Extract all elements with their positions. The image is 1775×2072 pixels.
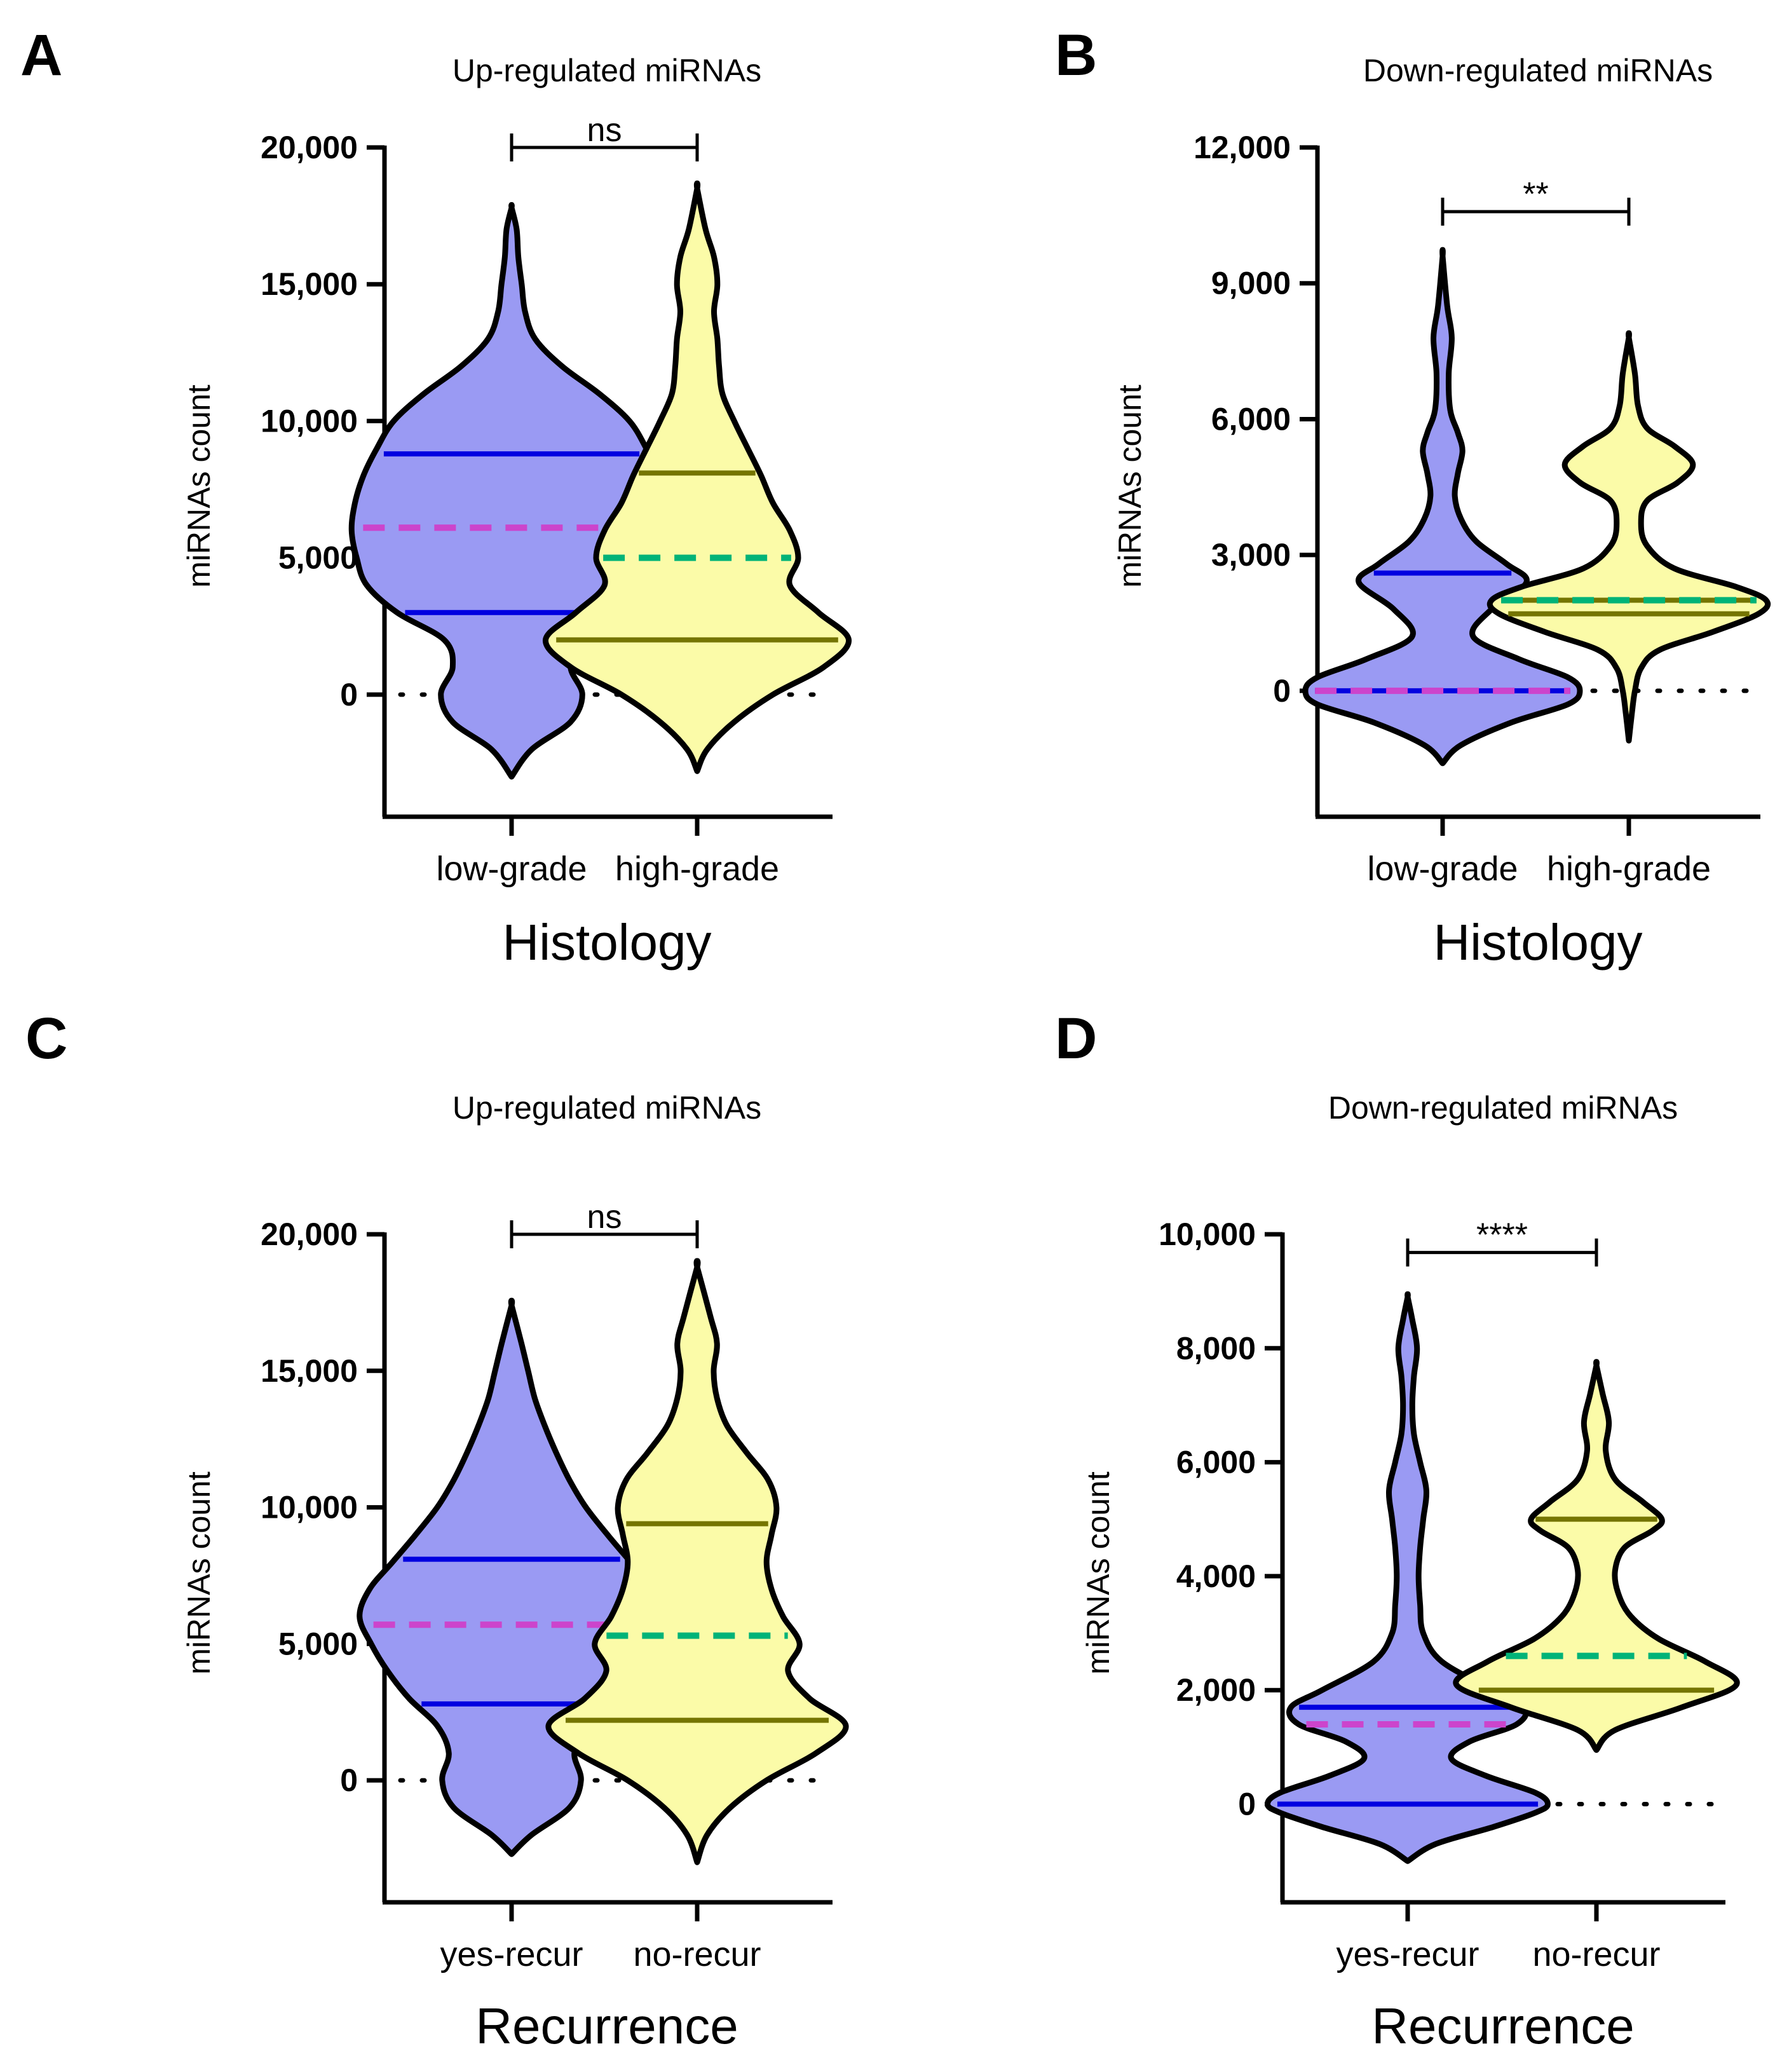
violin-body [545, 1258, 849, 1865]
violin-high-grade [543, 181, 852, 774]
x-axis-title: Histology [1433, 914, 1642, 971]
y-tick-label: 15,000 [261, 266, 358, 302]
y-tick-label: 5,000 [278, 1626, 358, 1661]
significance-bracket [510, 133, 699, 161]
panel-b: B Down-regulated miRNAs 0 3,000 6,000 9,000 12… [1055, 23, 1771, 971]
panel-a: A Up-regulated miRNAs 0 5,000 10,000 15,000 20… [20, 23, 852, 971]
panel-letter: D [1055, 1006, 1097, 1071]
y-tick-label: 10,000 [261, 1490, 358, 1525]
x-axis-title: Histology [502, 914, 711, 971]
chart-title: Down-regulated miRNAs [1363, 53, 1713, 88]
x-tick-label: no-recur [1532, 1935, 1660, 1973]
y-tick-label: 9,000 [1211, 266, 1291, 301]
y-tick-label: 10,000 [1159, 1217, 1256, 1252]
panel-letter: A [20, 23, 62, 88]
panel-d: D Down-regulated miRNAs 0 2,000 4,000 6,000 8,… [1055, 1006, 1740, 2054]
y-tick-label: 20,000 [261, 130, 358, 165]
y-axis-title: miRNAs count [181, 385, 217, 588]
chart-title: Up-regulated miRNAs [452, 1090, 761, 1126]
significance-bracket [1441, 197, 1631, 226]
significance-bracket [1406, 1238, 1598, 1267]
violin-low-grade [1302, 247, 1583, 767]
x-tick-label: low-grade [436, 850, 587, 888]
x-tick-label: low-grade [1367, 850, 1518, 888]
y-tick-label: 15,000 [261, 1353, 358, 1389]
y-tick-label: 6,000 [1176, 1445, 1256, 1480]
violin-no-recur [545, 1258, 849, 1865]
significance-label: **** [1476, 1217, 1528, 1254]
y-axis-title: miRNAs count [1080, 1471, 1116, 1675]
x-tick-label: high-grade [1547, 850, 1711, 888]
panel-letter: C [25, 1006, 67, 1071]
chart-title: Down-regulated miRNAs [1328, 1090, 1678, 1126]
violin-body [1302, 247, 1583, 767]
panel-c: C Up-regulated miRNAs 0 5,000 10,000 15,000 20… [25, 1006, 849, 2054]
significance-label: ** [1523, 176, 1548, 213]
y-axis-title: miRNAs count [1112, 385, 1148, 588]
y-tick-label: 0 [340, 1762, 358, 1798]
y-tick-label: 2,000 [1176, 1672, 1256, 1708]
x-tick-label: yes-recur [440, 1935, 583, 1973]
y-tick-label: 8,000 [1176, 1330, 1256, 1366]
x-axis-title: Recurrence [1371, 1998, 1635, 2054]
x-tick-label: no-recur [633, 1935, 761, 1973]
y-tick-label: 10,000 [261, 403, 358, 439]
violin-body [1486, 330, 1771, 744]
y-tick-label: 20,000 [261, 1217, 358, 1252]
violin-body [543, 181, 852, 774]
y-tick-label: 5,000 [278, 540, 358, 576]
y-tick-label: 0 [340, 677, 358, 712]
significance-bracket [510, 1220, 699, 1248]
y-tick-label: 12,000 [1194, 130, 1291, 165]
y-tick-label: 0 [1238, 1787, 1256, 1822]
chart-title: Up-regulated miRNAs [452, 53, 761, 88]
y-tick-label: 6,000 [1211, 401, 1291, 437]
x-axis-title: Recurrence [475, 1998, 738, 2054]
panel-letter: B [1055, 23, 1097, 88]
x-tick-label: yes-recur [1336, 1935, 1479, 1973]
significance-label: ns [587, 112, 622, 149]
violin-high-grade [1486, 330, 1771, 744]
violin-no-recur [1453, 1359, 1740, 1753]
violin-yes-recur [1265, 1291, 1551, 1864]
y-axis-title: miRNAs count [181, 1471, 217, 1675]
violin-body [1265, 1291, 1551, 1864]
y-tick-label: 0 [1273, 673, 1291, 709]
significance-label: ns [587, 1199, 622, 1236]
y-tick-label: 4,000 [1176, 1558, 1256, 1594]
x-tick-label: high-grade [615, 850, 779, 888]
y-tick-label: 3,000 [1211, 537, 1291, 573]
